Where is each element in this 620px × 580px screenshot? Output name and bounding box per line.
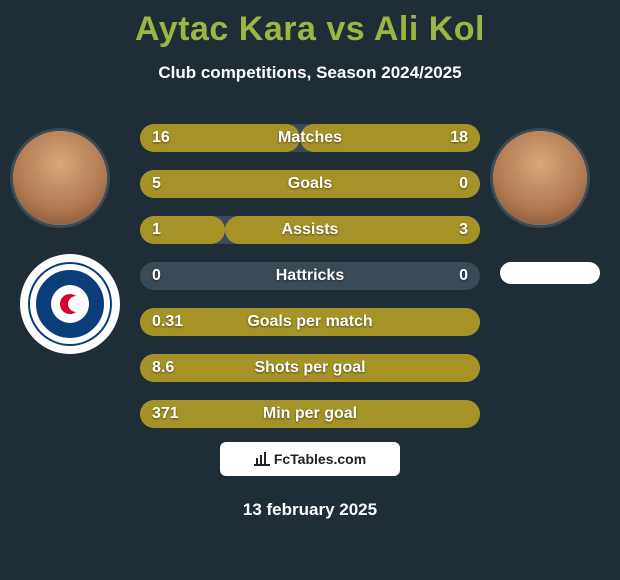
player-left-avatar (10, 128, 110, 228)
stat-value-right: 18 (450, 129, 468, 147)
stat-label: Shots per goal (254, 359, 365, 377)
stat-value-left: 1 (152, 221, 161, 239)
stat-label: Min per goal (263, 405, 357, 423)
stat-value-left: 0.31 (152, 313, 183, 331)
player-right-avatar (490, 128, 590, 228)
stat-label: Matches (278, 129, 342, 147)
stat-row: Shots per goal 8.6 (140, 354, 480, 382)
club-left-badge (20, 254, 120, 354)
stat-value-left: 5 (152, 175, 161, 193)
stat-label: Goals per match (247, 313, 372, 331)
page-subtitle: Club competitions, Season 2024/2025 (0, 63, 620, 83)
stat-row: Goals 5 0 (140, 170, 480, 198)
stat-bar-right (225, 216, 480, 244)
stat-value-left: 8.6 (152, 359, 174, 377)
source-logo-text: FcTables.com (274, 451, 366, 467)
stat-value-left: 371 (152, 405, 179, 423)
stat-value-left: 0 (152, 267, 161, 285)
stat-value-right: 3 (459, 221, 468, 239)
stat-label: Assists (282, 221, 339, 239)
stat-row: Assists 1 3 (140, 216, 480, 244)
face-icon (493, 131, 587, 225)
stat-rows: Matches1618Goals50Assists13Hattricks00Go… (140, 124, 480, 446)
stat-row: Min per goal 371 (140, 400, 480, 428)
club-right-placeholder (500, 262, 600, 284)
face-icon (13, 131, 107, 225)
stat-value-right: 0 (459, 175, 468, 193)
chart-icon (254, 452, 270, 466)
date-label: 13 february 2025 (0, 500, 620, 520)
stat-label: Hattricks (276, 267, 344, 285)
club-badge-icon (30, 264, 110, 344)
stat-value-right: 0 (459, 267, 468, 285)
source-logo: FcTables.com (220, 442, 400, 476)
page-title: Aytac Kara vs Ali Kol (0, 0, 620, 49)
stat-label: Goals (288, 175, 332, 193)
stat-value-left: 16 (152, 129, 170, 147)
stat-row: Hattricks 0 0 (140, 262, 480, 290)
comparison-card: Aytac Kara vs Ali Kol Club competitions,… (0, 0, 620, 580)
stat-row: Goals per match 0.31 (140, 308, 480, 336)
stat-row: Matches 16 18 (140, 124, 480, 152)
